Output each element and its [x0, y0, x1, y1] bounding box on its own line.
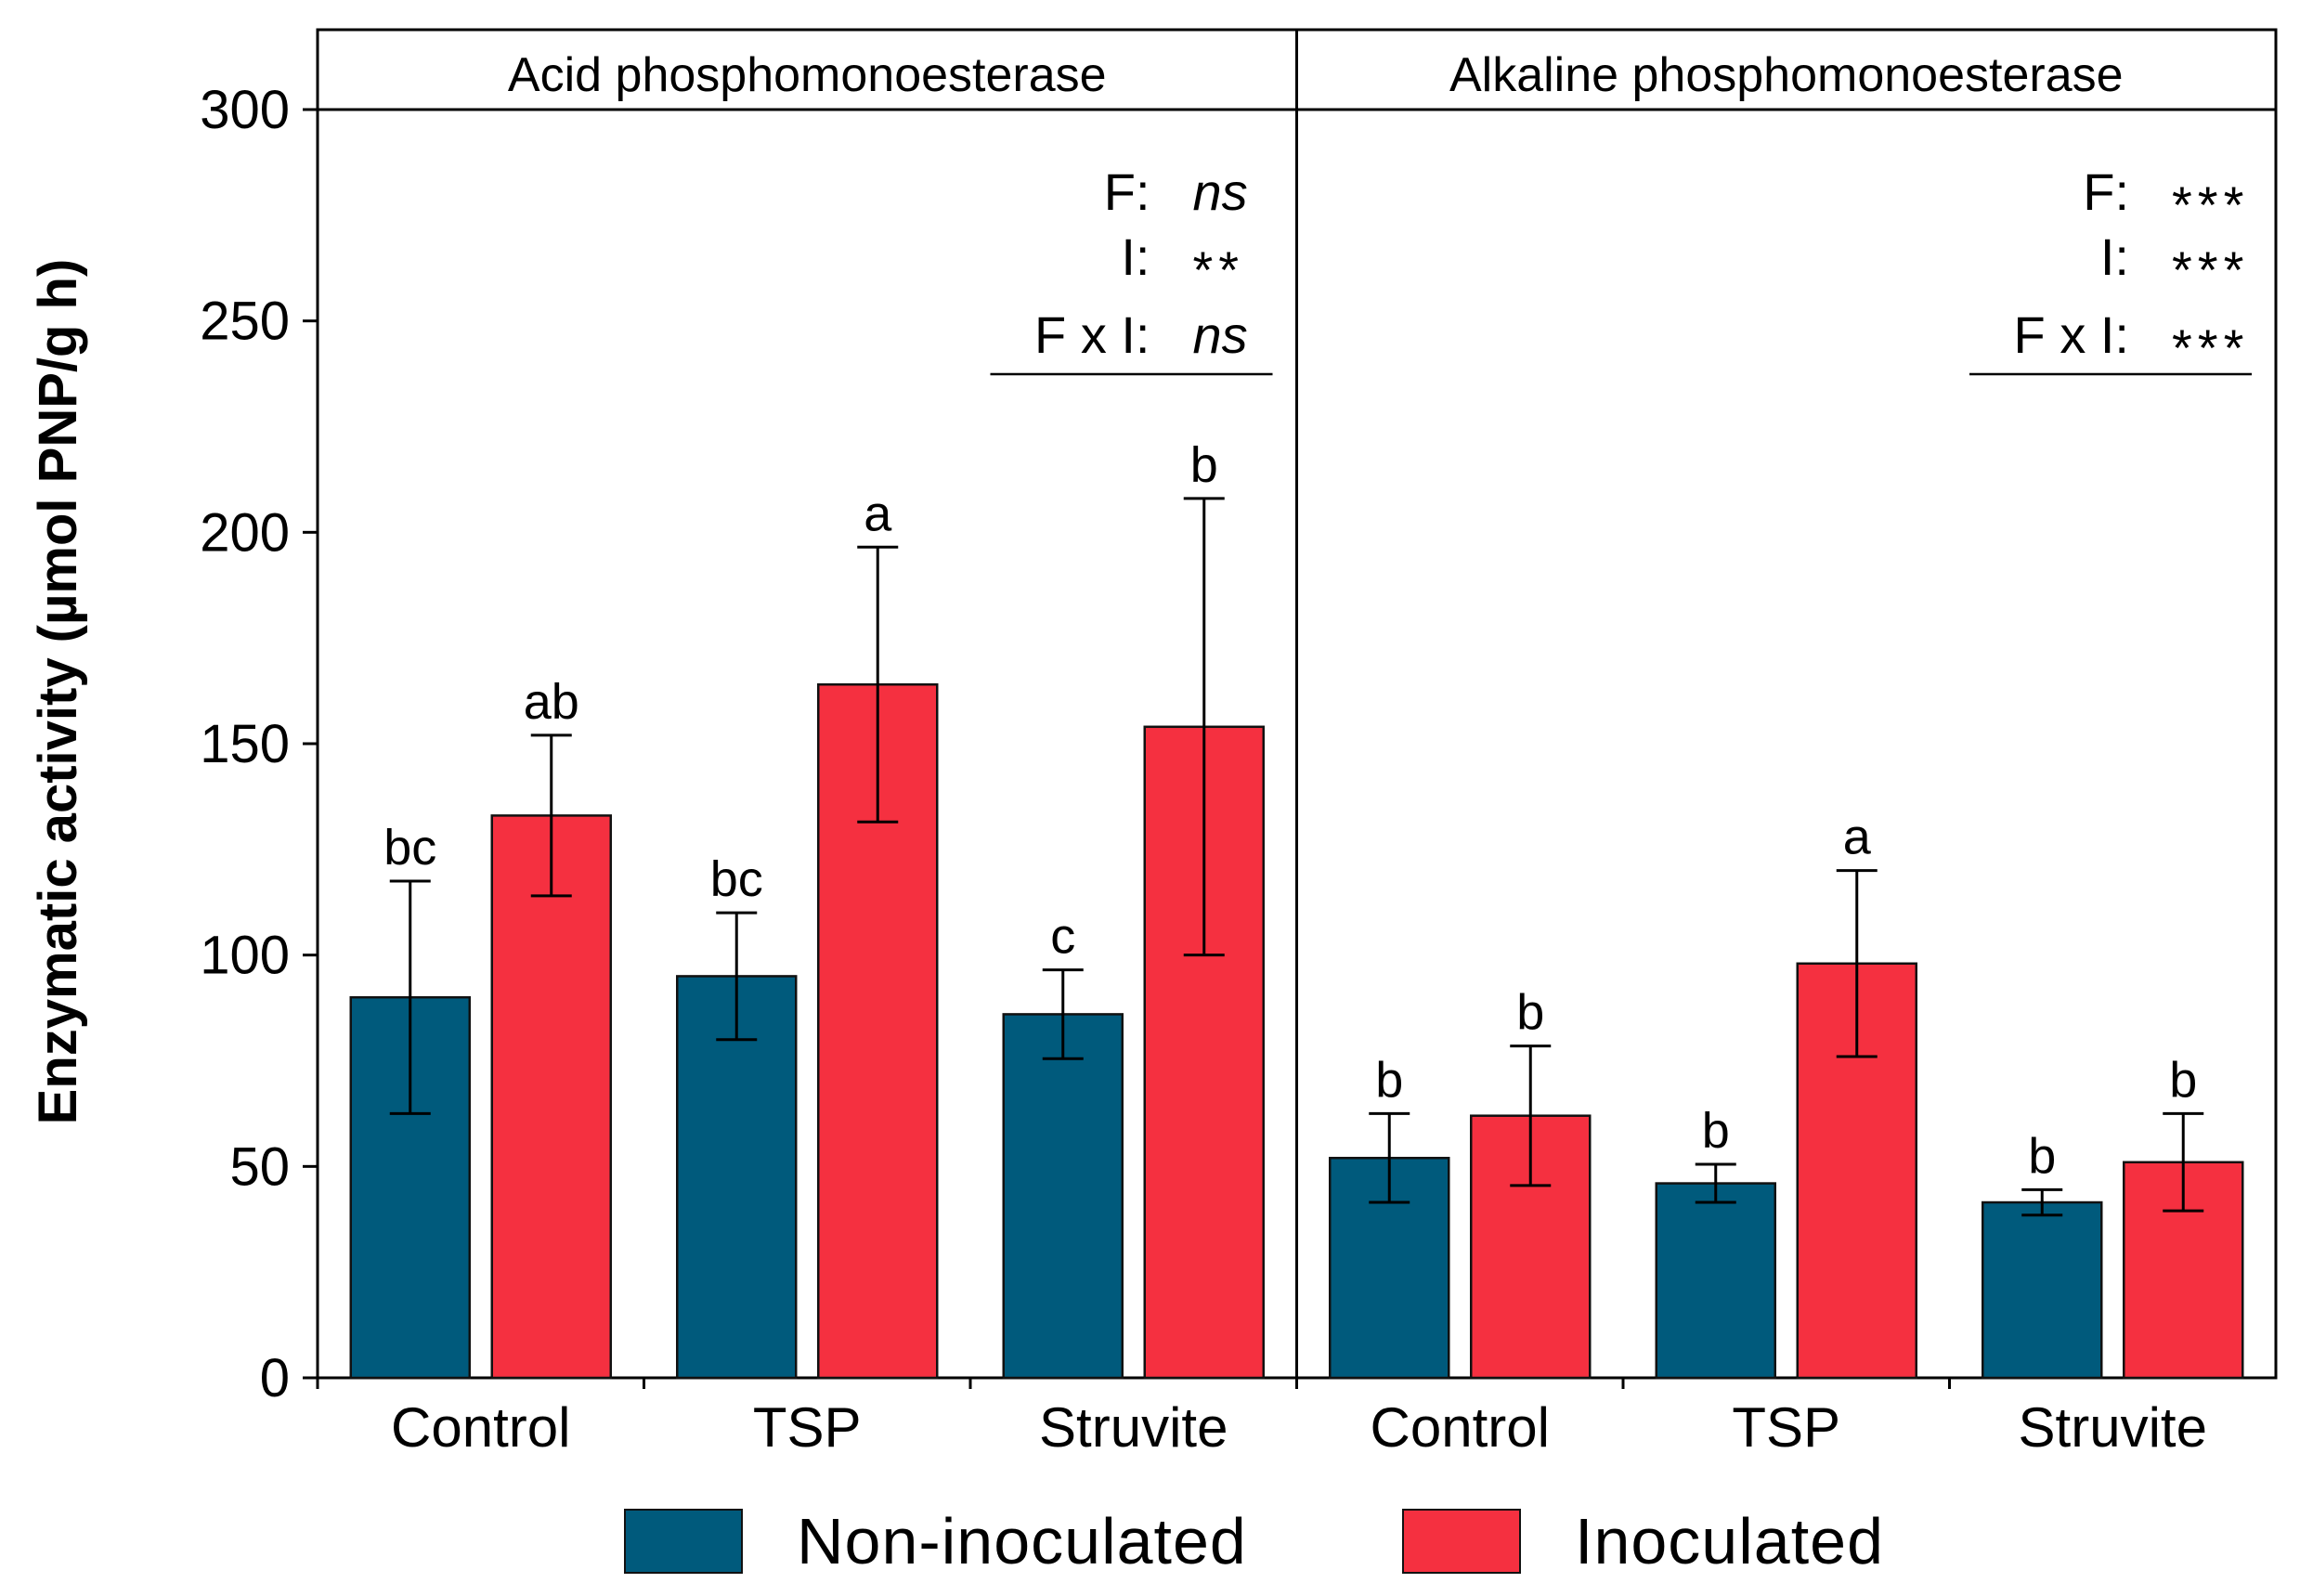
significance-letter: b — [1516, 985, 1544, 1041]
bar-non-inoculated — [1002, 1013, 1124, 1380]
x-tick-label: TSP — [1732, 1396, 1840, 1459]
y-tick-label: 250 — [200, 292, 290, 352]
x-tick-label: Control — [391, 1396, 570, 1459]
legend-label-inoculated: Inoculated — [1575, 1505, 1885, 1577]
stats-term: F: — [2083, 162, 2129, 221]
significance-letter: b — [1375, 1052, 1403, 1108]
y-tick-label: 0 — [260, 1348, 290, 1408]
x-tick-label: Control — [1371, 1396, 1550, 1459]
x-tick-label: Struvite — [2019, 1396, 2207, 1459]
legend: Non-inoculated Inoculated — [0, 1495, 2300, 1588]
y-tick-label: 100 — [200, 926, 290, 986]
stats-term: I: — [2100, 227, 2129, 286]
y-tick-label: 150 — [200, 714, 290, 774]
significance-letter: ab — [524, 674, 579, 730]
y-tick-label: 200 — [200, 502, 290, 563]
stats-value: *** — [2172, 240, 2249, 299]
significance-letter: b — [2169, 1052, 2197, 1108]
legend-item-inoculated: Inoculated — [1402, 1495, 1884, 1588]
stats-value: ns — [1193, 162, 1248, 221]
y-tick-label: 300 — [200, 80, 290, 140]
chart: Enzymatic activity (µmol PNP/g h) 0 50 100… — [28, 28, 2278, 1459]
y-axis-label: Enzymatic activity (µmol PNP/g h) — [28, 259, 88, 1125]
bar-inoculated — [490, 814, 612, 1380]
panel-title: Alkaline phosphomonoesterase — [1449, 48, 2124, 102]
significance-letter: b — [1702, 1103, 1730, 1159]
stats-value: ns — [1193, 305, 1248, 364]
significance-letter: b — [2028, 1128, 2056, 1184]
legend-label-non-inoculated: Non-inoculated — [797, 1505, 1247, 1577]
significance-letter: b — [1190, 437, 1218, 493]
stats-value: *** — [2172, 175, 2249, 234]
stats-term: I: — [1121, 227, 1150, 286]
significance-letter: a — [864, 486, 892, 541]
significance-letter: bc — [383, 820, 436, 876]
x-tick-label: Struvite — [1039, 1396, 1228, 1459]
stats-value: *** — [2172, 318, 2249, 377]
stats-value: ** — [1193, 240, 1245, 299]
legend-swatch-non-inoculated — [624, 1509, 743, 1574]
stats-term: F x I: — [1034, 305, 1150, 364]
stats-term: F x I: — [2014, 305, 2129, 364]
x-tick-label: TSP — [753, 1396, 862, 1459]
bar-non-inoculated — [1655, 1182, 1776, 1380]
panel-title: Acid phosphomonoesterase — [508, 48, 1107, 102]
significance-letter: a — [1843, 810, 1872, 865]
significance-letter: c — [1050, 909, 1075, 965]
legend-item-non-inoculated: Non-inoculated — [624, 1495, 1247, 1588]
y-tick-label: 50 — [229, 1136, 290, 1197]
stats-term: F: — [1104, 162, 1150, 221]
significance-letter: bc — [710, 851, 763, 907]
bar-non-inoculated — [676, 975, 798, 1380]
legend-swatch-inoculated — [1402, 1509, 1521, 1574]
bar-non-inoculated — [1982, 1200, 2103, 1380]
